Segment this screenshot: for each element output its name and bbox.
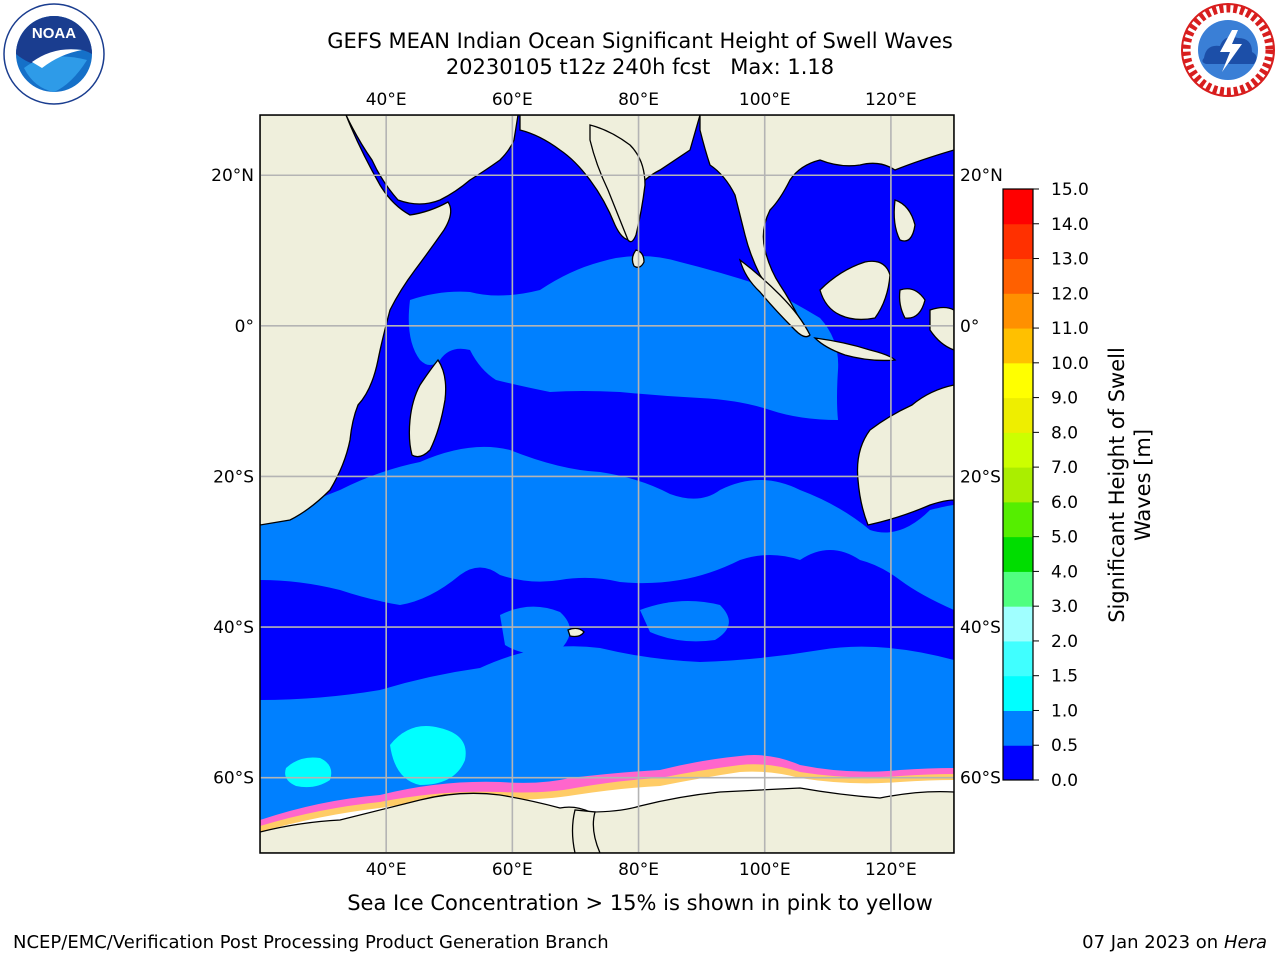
footer-date-text: 07 Jan 2023 on — [1082, 932, 1224, 953]
colorbar-swatch — [1003, 745, 1033, 781]
footer-credit: NCEP/EMC/Verification Post Processing Pr… — [13, 932, 609, 953]
colorbar-tick-label: 15.0 — [1051, 180, 1089, 200]
lon-tick-label-bottom: 100°E — [739, 860, 791, 880]
colorbar-swatch — [1003, 675, 1033, 711]
lat-tick-label-left: 20°N — [211, 166, 254, 186]
lat-tick-label-right: 0° — [960, 317, 979, 337]
colorbar-tick-label: 1.0 — [1051, 701, 1078, 721]
lon-tick-label-bottom: 120°E — [865, 860, 917, 880]
lat-tick-label-left: 60°S — [213, 769, 254, 789]
noaa-logo-icon: NOAA — [2, 2, 106, 106]
colorbar-label-line2: Waves [m] — [1131, 429, 1155, 541]
lon-tick-label-bottom: 80°E — [618, 860, 659, 880]
colorbar-tick-label: 6.0 — [1051, 493, 1078, 513]
map-frame — [259, 114, 955, 854]
lat-tick-label-right: 60°S — [960, 769, 1001, 789]
colorbar-swatch — [1003, 432, 1033, 468]
lat-tick-label-left: 20°S — [213, 467, 254, 487]
colorbar-swatch — [1003, 501, 1033, 538]
colorbar-swatch — [1003, 640, 1033, 677]
colorbar-frame — [1002, 188, 1034, 781]
colorbar-swatch — [1003, 223, 1033, 260]
colorbar-tick-label: 9.0 — [1051, 389, 1078, 409]
colorbar-label-line1: Significant Height of Swell — [1105, 347, 1129, 623]
colorbar-swatch — [1003, 189, 1033, 225]
sea-ice-caption: Sea Ice Concentration > 15% is shown in … — [347, 891, 933, 915]
colorbar-tick-label: 13.0 — [1051, 250, 1089, 270]
lon-tick-label-top: 60°E — [492, 90, 533, 110]
lat-tick-label-right: 20°N — [960, 166, 1003, 186]
colorbar-swatch — [1003, 710, 1033, 746]
colorbar-tick-label: 14.0 — [1051, 215, 1089, 235]
lat-tick-label-right: 20°S — [960, 467, 1001, 487]
swell-1.0-1.5-region — [285, 726, 466, 788]
colorbar-tick-label: 3.0 — [1051, 597, 1078, 617]
nws-logo-icon — [1176, 0, 1280, 104]
colorbar-tick-label: 0.0 — [1051, 771, 1078, 791]
colorbar-swatch — [1003, 328, 1033, 364]
colorbar-swatch — [1003, 293, 1033, 329]
chart-subtitle: 20230105 t12z 240h fcst Max: 1.18 — [445, 55, 835, 79]
colorbar-swatch — [1003, 606, 1033, 642]
lon-tick-label-top: 120°E — [865, 90, 917, 110]
lat-tick-label-right: 40°S — [960, 618, 1001, 638]
lon-tick-label-bottom: 40°E — [366, 860, 407, 880]
map-gridlines — [260, 115, 954, 853]
chart-title: GEFS MEAN Indian Ocean Significant Heigh… — [327, 29, 953, 53]
lon-tick-label-top: 80°E — [618, 90, 659, 110]
lat-tick-label-left: 0° — [235, 317, 254, 337]
colorbar-tick-label: 2.0 — [1051, 632, 1078, 652]
lat-tick-label-left: 40°S — [213, 618, 254, 638]
footer-date: 07 Jan 2023 on Hera — [1082, 932, 1267, 953]
lon-tick-label-top: 100°E — [739, 90, 791, 110]
noaa-logo-text: NOAA — [32, 25, 76, 42]
lon-tick-label-bottom: 60°E — [492, 860, 533, 880]
colorbar-tick-label: 8.0 — [1051, 423, 1078, 443]
lon-tick-label-top: 40°E — [366, 90, 407, 110]
colorbar-swatch — [1003, 536, 1033, 572]
colorbar-tick-label: 1.5 — [1051, 667, 1078, 687]
colorbar-tick-label: 10.0 — [1051, 354, 1089, 374]
colorbar-tick-label: 7.0 — [1051, 458, 1078, 478]
colorbar-swatch — [1003, 397, 1033, 433]
colorbar-tick-label: 4.0 — [1051, 562, 1078, 582]
colorbar-tick-label: 12.0 — [1051, 284, 1089, 304]
colorbar-tick-label: 5.0 — [1051, 528, 1078, 548]
colorbar-tick-label: 0.5 — [1051, 736, 1078, 756]
colorbar-swatch — [1003, 571, 1033, 607]
colorbar-tick-label: 11.0 — [1051, 319, 1089, 339]
colorbar-swatch — [1003, 467, 1033, 503]
footer-host: Hera — [1223, 932, 1267, 953]
colorbar-swatch — [1003, 258, 1033, 294]
colorbar-swatch — [1003, 362, 1033, 399]
